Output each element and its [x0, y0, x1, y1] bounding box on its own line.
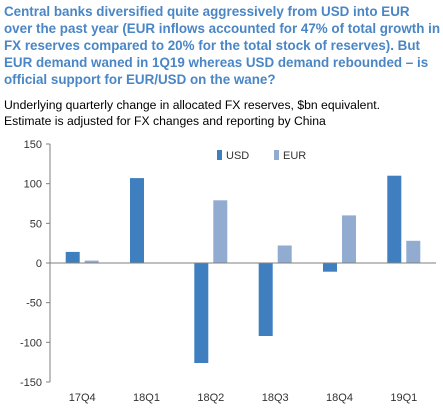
- x-tick-label: 18Q3: [262, 392, 289, 404]
- legend-label-eur: EUR: [283, 150, 306, 162]
- subtitle-line-2: Estimate is adjusted for FX changes and …: [4, 114, 326, 128]
- legend-label-usd: USD: [226, 150, 249, 162]
- x-tick-label: 18Q4: [326, 392, 353, 404]
- legend: USD EUR: [217, 150, 306, 162]
- bar-eur-18q2: [213, 200, 228, 263]
- y-tick-label: -150: [20, 377, 42, 389]
- x-tick-label: 18Q2: [197, 392, 224, 404]
- bar-usd-18q3: [258, 263, 273, 336]
- subtitle-line-1: Underlying quarterly change in allocated…: [4, 98, 380, 112]
- y-tick-label: 100: [24, 179, 42, 191]
- axes-group: -150 -100 -50 0 50 100 150 17Q4 18Q1 18Q2 18Q3 18Q4…: [20, 139, 436, 404]
- y-tick-label: 0: [36, 258, 42, 270]
- bar-eur-18q3: [277, 245, 292, 263]
- x-tick-label: 17Q4: [69, 392, 96, 404]
- chart-title: Central banks diversified quite aggressi…: [4, 4, 440, 87]
- bar-usd-18q1: [130, 178, 144, 263]
- bar-usd-19q1: [387, 175, 402, 263]
- y-tick-label: -50: [26, 298, 42, 310]
- bar-eur-19q1: [406, 240, 421, 263]
- y-tick-label: -100: [20, 337, 42, 349]
- bar-eur-17q4: [84, 260, 99, 263]
- bar-usd-18q4: [323, 263, 337, 272]
- x-tick-label: 19Q1: [390, 392, 417, 404]
- legend-swatch-eur: [274, 150, 279, 160]
- bar-usd-18q2: [194, 263, 209, 363]
- bar-usd-17q4: [65, 251, 80, 263]
- y-tick-label: 50: [30, 218, 42, 230]
- bar-eur-18q4: [342, 215, 356, 263]
- x-tick-label: 18Q1: [133, 392, 160, 404]
- legend-swatch-usd: [217, 150, 222, 160]
- y-tick-label: 150: [24, 139, 42, 151]
- bars-group: [65, 175, 421, 363]
- chart-subtitle: Underlying quarterly change in allocated…: [4, 97, 440, 129]
